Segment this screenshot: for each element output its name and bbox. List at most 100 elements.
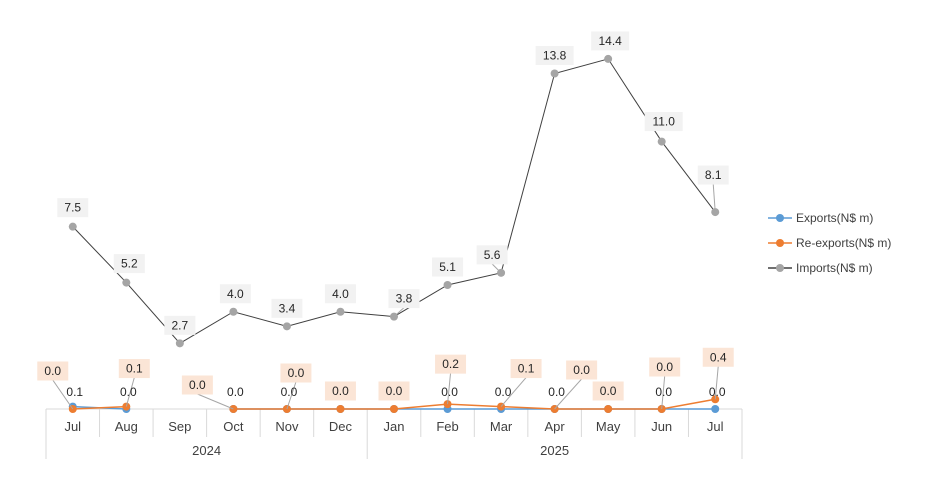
imports-data-label: 5.2 <box>121 257 138 271</box>
imports-data-label-bg <box>535 45 574 65</box>
data-point <box>604 405 613 413</box>
legend-marker <box>776 239 784 247</box>
data-labels: 7.5 5.2 2.7 4.0 3.4 4.0 3.8 5.1 5.6 13.8 14.4 11.0 8… <box>37 31 734 410</box>
x-group-label: 2024 <box>192 443 221 458</box>
data-point <box>443 281 452 290</box>
x-group-label: 2025 <box>540 443 569 458</box>
reexports-data-label-bg <box>324 381 356 401</box>
imports-data-label-bg <box>271 298 303 318</box>
x-tick-label: Dec <box>329 419 353 434</box>
imports-data-label: 13.8 <box>543 48 567 62</box>
leader-line <box>500 377 527 407</box>
leader-line <box>712 184 716 213</box>
imports-data-label: 3.4 <box>279 301 296 315</box>
reexports-data-label-bg <box>378 381 410 401</box>
data-point <box>336 405 345 413</box>
exports-data-label: 0.0 <box>120 385 137 399</box>
reexports-data-label: 0.0 <box>332 384 349 398</box>
reexports-data-label: 0.0 <box>573 363 590 377</box>
data-point <box>175 339 184 348</box>
legend-entry: Exports(N$ m) <box>796 211 873 225</box>
reexports-data-label: 0.1 <box>126 362 143 376</box>
x-tick-label: Oct <box>223 419 244 434</box>
leader-line <box>125 377 135 407</box>
data-point <box>229 307 238 316</box>
data-point <box>68 222 77 231</box>
data-point <box>604 54 613 63</box>
imports-data-label-bg <box>432 257 464 277</box>
reexports-data-label: 0.4 <box>710 350 727 364</box>
reexports-data-label: 0.0 <box>386 384 403 398</box>
data-point <box>550 69 559 78</box>
imports-data-label: 7.5 <box>64 201 81 215</box>
imports-data-label-bg <box>57 198 89 218</box>
x-tick-label: Mar <box>490 419 513 434</box>
reexports-data-label-bg <box>566 360 598 380</box>
imports-data-label-bg <box>388 289 420 309</box>
x-tick-label: Jul <box>707 419 724 434</box>
legend: Exports(N$ m) Re-exports(N$ m) Imports(N$ … <box>768 211 891 275</box>
reexports-data-label-bg <box>181 375 213 395</box>
reexports-data-label: 0.2 <box>442 357 459 371</box>
imports-data-label: 2.7 <box>172 318 189 332</box>
legend-entry: Re-exports(N$ m) <box>796 236 891 250</box>
data-point <box>282 322 291 331</box>
imports-data-label: 11.0 <box>652 115 675 129</box>
exports-data-label: 0.0 <box>548 385 565 399</box>
x-axis: Jul Aug Sep Oct Nov Dec Jan Feb Mar Apr May Jun Jul 2… <box>45 408 743 459</box>
reexports-data-label-bg <box>649 357 681 377</box>
data-point <box>390 405 398 413</box>
leader-line <box>554 378 582 410</box>
reexports-data-label: 0.1 <box>518 362 535 376</box>
imports-data-label: 14.4 <box>598 34 622 48</box>
imports-data-label-bg <box>591 31 630 51</box>
x-tick-label: Apr <box>544 419 565 434</box>
exports-data-label: 0.1 <box>66 385 83 399</box>
imports-data-label: 5.6 <box>484 248 501 262</box>
leader-line <box>661 375 666 410</box>
data-point <box>711 405 720 413</box>
imports-data-label-bg <box>164 315 196 335</box>
exports-data-label: 0.0 <box>227 385 244 399</box>
legend-marker <box>776 214 784 222</box>
exports-data-label: 0.0 <box>281 385 298 399</box>
reexports-data-label-bg <box>280 363 312 383</box>
leader-line <box>714 366 719 400</box>
exports-data-label: 0.0 <box>709 385 726 399</box>
leader-line <box>286 381 297 410</box>
x-tick-label: Aug <box>115 419 138 434</box>
imports-data-label-bg <box>697 165 729 185</box>
imports-data-label-bg <box>113 254 145 274</box>
series-line <box>72 405 127 410</box>
reexports-data-label: 0.0 <box>600 384 617 398</box>
reexports-data-label: 0.0 <box>288 366 305 380</box>
imports-data-label-bg <box>476 245 508 265</box>
data-point <box>122 278 131 287</box>
x-tick-label: Jun <box>651 419 672 434</box>
reexports-data-label: 0.0 <box>189 378 206 392</box>
reexports-data-label-bg <box>510 359 542 379</box>
x-tick-label: Jul <box>64 419 81 434</box>
imports-data-label: 4.0 <box>332 287 349 301</box>
data-point <box>657 137 666 146</box>
imports-data-label-bg <box>324 284 356 304</box>
imports-data-label-bg <box>219 284 251 304</box>
exports-data-label: 0.0 <box>655 385 672 399</box>
reexports-data-label-bg <box>435 354 467 374</box>
leader-line <box>491 263 502 274</box>
x-tick-label: May <box>596 419 621 434</box>
leader-line <box>393 307 405 317</box>
reexports-data-label-bg <box>702 347 734 367</box>
x-tick-label: Feb <box>436 419 458 434</box>
reexports-data-label-bg <box>118 359 150 379</box>
exports-data-label: 0.0 <box>441 385 458 399</box>
imports-data-label: 3.8 <box>396 292 413 306</box>
imports-data-label: 4.0 <box>227 287 244 301</box>
imports-data-label: 5.1 <box>439 260 456 274</box>
series-layer <box>68 54 720 413</box>
data-point <box>336 307 345 316</box>
leader-line <box>197 393 234 410</box>
imports-data-label: 8.1 <box>705 168 722 182</box>
imports-data-label-bg <box>644 112 683 132</box>
